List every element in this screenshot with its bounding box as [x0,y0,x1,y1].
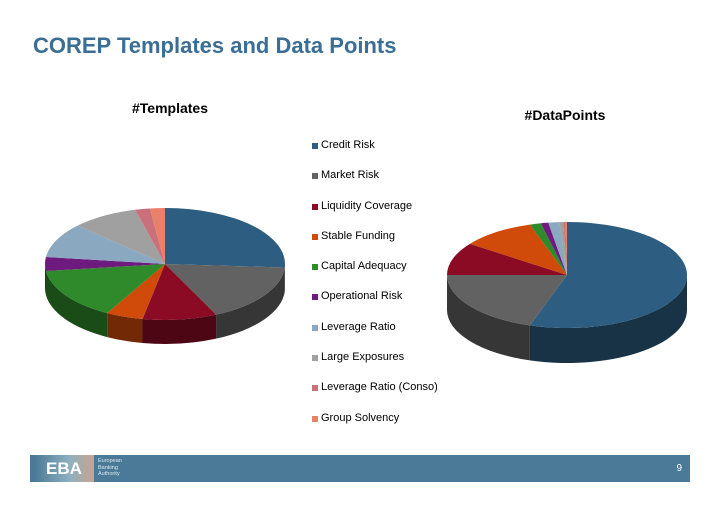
pie-slice-capital-adequacy [45,264,165,314]
legend-item: Large Exposures [312,351,438,381]
legend-label: Leverage Ratio (Conso) [321,381,438,394]
legend-label: Group Solvency [321,411,400,424]
pie-slice-side [447,275,530,361]
templates-chart-title: #Templates [132,100,208,116]
legend-label: Liquidity Coverage [321,199,413,212]
datapoints-chart-title: #DataPoints [524,107,606,123]
legend-swatch [312,294,318,301]
legend-swatch [312,143,318,149]
legend-swatch [312,264,318,271]
pie-slice-side [107,313,143,344]
legend-item: Capital Adequacy [312,260,438,290]
legend-label: Large Exposures [321,351,405,364]
pie-slice-leverage-ratio [548,222,567,275]
pie-slice-stable-funding [107,264,165,320]
pie-slice-credit-risk [529,222,687,328]
legend-item: Leverage Ratio (Conso) [312,381,438,411]
legend: Credit Risk Market Risk Liquidity Coverage… [312,139,438,442]
legend-swatch [312,324,318,331]
pie-slice-side [216,267,285,339]
legend-swatch [312,415,318,422]
legend-item: Group Solvency [312,412,438,442]
legend-item: Leverage Ratio [312,321,438,351]
pie-slice-stable-funding [469,224,567,275]
legend-item: Operational Risk [312,290,438,320]
pie-slice-liquidity-coverage [142,264,217,321]
pie-slice-side [529,275,687,363]
legend-swatch [312,233,318,240]
legend-swatch [312,173,318,180]
pie-slice-capital-adequacy [529,223,567,275]
legend-label: Credit Risk [321,139,375,151]
pie-slice-large-exposures [559,222,567,275]
pie-slice-side [142,314,217,344]
legend-label: Market Risk [321,169,380,182]
pie-slice-market-risk [165,264,285,315]
pie-slice-side [45,271,108,338]
eba-logo: EBA [34,455,94,482]
legend-swatch [312,203,318,210]
pie-slice-leverage-ratio-conso [135,208,165,264]
legend-swatch [312,355,318,362]
legend-label: Stable Funding [321,229,395,242]
legend-swatch [312,385,318,392]
legend-item: Liquidity Coverage [312,200,438,230]
pie-slice-liquidity-coverage [447,243,567,275]
legend-item: Market Risk [312,169,438,199]
footer-bar: EBA European Banking Authority 9 [30,455,690,482]
pie-slice-side [45,264,46,296]
pie-slice-large-exposures [77,209,165,264]
pie-slice-leverage-ratio [45,225,165,264]
pie-slice-market-risk [447,275,567,326]
pie-slice-operational-risk [45,256,165,272]
page-title: COREP Templates and Data Points [33,33,397,58]
legend-item: Stable Funding [312,230,438,260]
legend-label: Capital Adequacy [321,260,407,273]
pie-slice-group-solvency [565,222,567,275]
legend-item: Credit Risk [312,139,438,169]
pie-slice-group-solvency [149,208,165,264]
pie-slice-operational-risk [540,222,567,275]
legend-label: Operational Risk [321,290,403,303]
legend-label: Leverage Ratio [321,320,396,333]
pie-slice-leverage-ratio-conso [563,222,567,275]
pie-slice-credit-risk [165,208,286,268]
eba-logo-text: European Banking Authority [98,458,122,477]
page-number: 9 [676,463,682,474]
